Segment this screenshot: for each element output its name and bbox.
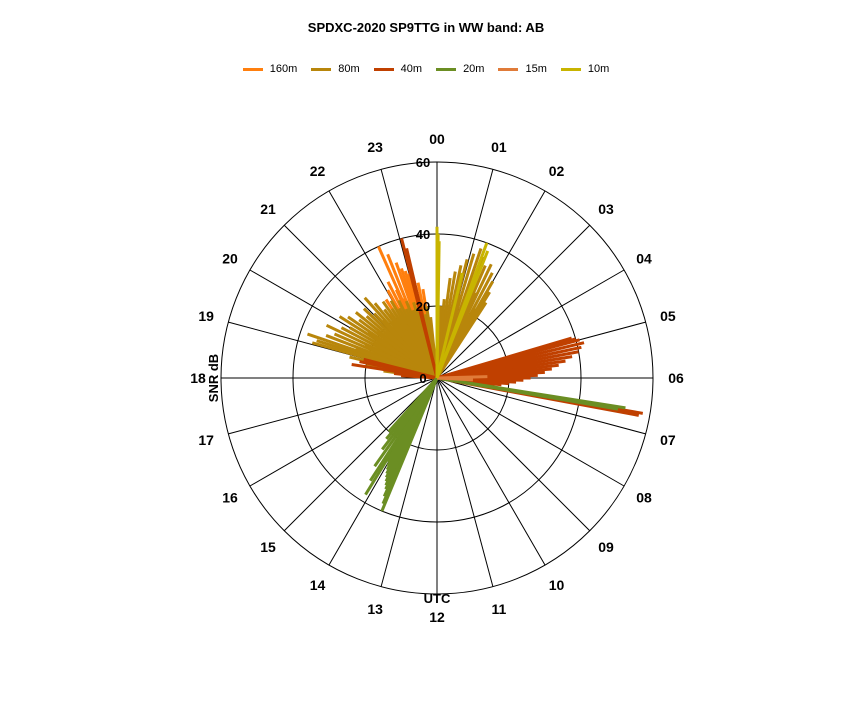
hour-label-00: 00 [429, 131, 445, 147]
legend-label: 80m [338, 63, 360, 75]
hour-label-12: 12 [429, 609, 445, 625]
legend-swatch [436, 67, 457, 71]
bar-20m [387, 376, 439, 433]
hour-label-10: 10 [549, 577, 565, 593]
legend-label: 40m [400, 63, 423, 75]
legend-swatch [498, 67, 519, 71]
spoke-17 [228, 377, 438, 435]
r-axis-title: SNR dB [206, 354, 221, 402]
legend: 160m 80m 40m 20m 15m 10m [0, 63, 852, 75]
legend-label: 20m [463, 63, 485, 75]
bar-15m [436, 376, 474, 382]
chart-title: SPDXC-2020 SP9TTG in WW band: AB [307, 20, 545, 35]
hour-label-23: 23 [367, 139, 383, 155]
bar-80m [405, 324, 439, 379]
data-layer [306, 226, 644, 512]
r-tick-0: 0 [419, 371, 426, 386]
spoke-09 [436, 377, 591, 532]
bar-40m [400, 374, 438, 380]
bar-40m [405, 247, 439, 379]
legend-label: 160m [269, 63, 298, 75]
r-tick-20: 20 [416, 299, 430, 314]
legend-item-160m: 160m [242, 63, 298, 75]
legend-item-80m: 80m [311, 63, 360, 75]
legend-swatch [311, 67, 332, 71]
hour-label-15: 15 [260, 539, 276, 555]
spoke-11 [436, 377, 494, 587]
hour-label-01: 01 [491, 139, 507, 155]
label-layer: 00 01 02 03 04 05 06 07 08 09 10 11 12 13 14 15 16 17 18 19… [190, 131, 684, 625]
hour-label-18: 18 [190, 370, 206, 386]
bar-20m [387, 377, 439, 460]
r-tick-40: 40 [416, 227, 430, 242]
hour-label-21: 21 [260, 201, 276, 217]
hour-label-02: 02 [549, 163, 565, 179]
bar-10m [435, 241, 441, 379]
hour-label-05: 05 [660, 308, 676, 324]
legend-label: 15m [525, 63, 547, 75]
hour-label-07: 07 [660, 432, 676, 448]
hour-label-04: 04 [636, 251, 652, 267]
hour-label-09: 09 [598, 539, 614, 555]
legend-swatch [242, 67, 263, 71]
bar-20m [436, 376, 619, 411]
legend-item-15m: 15m [498, 63, 547, 75]
hour-label-19: 19 [198, 308, 214, 324]
r-tick-60: 60 [416, 155, 430, 170]
legend-item-10m: 10m [560, 63, 610, 75]
angle-axis-title: UTC [424, 591, 451, 606]
legend-swatch [560, 67, 581, 71]
spoke-03 [436, 224, 591, 379]
bar-80m [435, 307, 477, 379]
hour-label-11: 11 [491, 601, 506, 617]
spoke-07 [436, 377, 646, 435]
bar-10m [435, 272, 464, 379]
hour-label-13: 13 [367, 601, 383, 617]
spoke-16 [249, 377, 438, 487]
hour-label-14: 14 [310, 577, 326, 593]
spoke-10 [436, 377, 546, 566]
legend-item-40m: 40m [373, 63, 423, 75]
legend-item-20m: 20m [436, 63, 484, 75]
hour-label-17: 17 [198, 432, 214, 448]
hour-label-06: 06 [668, 370, 684, 386]
bar-10m [435, 250, 490, 379]
hour-label-03: 03 [598, 201, 614, 217]
legend-label: 10m [587, 63, 610, 75]
hour-label-16: 16 [222, 490, 238, 506]
hour-label-20: 20 [222, 251, 238, 267]
spoke-13 [380, 377, 438, 587]
hour-label-08: 08 [636, 490, 652, 506]
legend-swatch [373, 67, 394, 71]
spoke-04 [436, 269, 625, 379]
hour-label-22: 22 [310, 163, 326, 179]
spoke-08 [436, 377, 625, 487]
bar-40m [363, 357, 438, 380]
spoke-15 [283, 377, 438, 532]
